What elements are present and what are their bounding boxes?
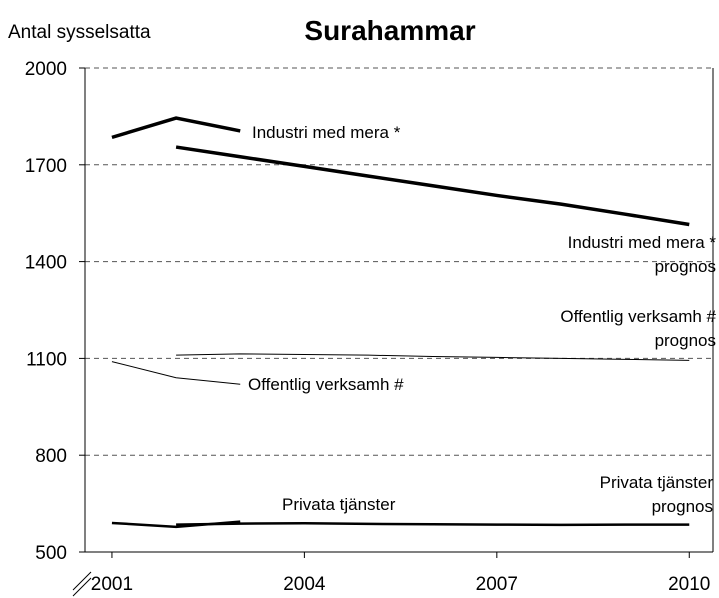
y-tick-label: 1400	[25, 253, 67, 274]
series-line	[111, 116, 241, 140]
series-label: Industri med mera *	[252, 123, 401, 142]
axis-break	[72, 577, 92, 597]
y-tick-label: 2000	[25, 59, 67, 80]
series-line	[175, 145, 690, 227]
x-tick-label: 2010	[668, 574, 710, 595]
axis-break	[72, 571, 92, 591]
series-line	[176, 522, 690, 527]
chart-title: Surahammar	[304, 15, 475, 46]
x-tick-label: 2001	[91, 574, 133, 595]
y-tick-label: 1100	[26, 349, 67, 370]
x-tick-label: 2007	[476, 574, 518, 595]
x-tick-label: 2004	[283, 574, 326, 595]
series-line	[111, 361, 241, 385]
series-label: Privata tjänster prognos	[600, 473, 714, 516]
series-label: Offentlig verksamh # prognos	[560, 307, 716, 350]
y-axis-title: Antal sysselsatta	[8, 22, 151, 43]
y-tick-label: 1700	[25, 156, 67, 177]
series-label: Industri med mera * prognos	[568, 233, 717, 276]
y-tick-label: 500	[35, 543, 67, 564]
y-tick-label: 800	[35, 446, 67, 467]
series-line	[176, 353, 690, 361]
series-label: Privata tjänster	[282, 495, 396, 514]
series-label: Offentlig verksamh #	[248, 375, 404, 394]
